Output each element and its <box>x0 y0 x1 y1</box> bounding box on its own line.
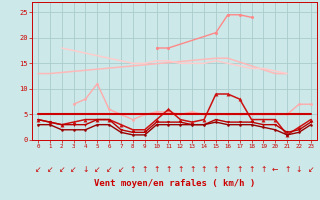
Text: ↙: ↙ <box>308 165 314 174</box>
Text: ↙: ↙ <box>94 165 100 174</box>
Text: ↙: ↙ <box>59 165 65 174</box>
Text: Vent moyen/en rafales ( km/h ): Vent moyen/en rafales ( km/h ) <box>94 179 255 188</box>
Text: ↑: ↑ <box>141 165 148 174</box>
Text: ↑: ↑ <box>153 165 160 174</box>
Text: ↑: ↑ <box>189 165 196 174</box>
Text: ↑: ↑ <box>284 165 290 174</box>
Text: ↑: ↑ <box>177 165 184 174</box>
Text: ←: ← <box>272 165 278 174</box>
Text: ↑: ↑ <box>201 165 207 174</box>
Text: ↙: ↙ <box>47 165 53 174</box>
Text: ↓: ↓ <box>82 165 89 174</box>
Text: ↑: ↑ <box>213 165 219 174</box>
Text: ↑: ↑ <box>248 165 255 174</box>
Text: ↙: ↙ <box>35 165 41 174</box>
Text: ↑: ↑ <box>236 165 243 174</box>
Text: ↙: ↙ <box>118 165 124 174</box>
Text: ↑: ↑ <box>165 165 172 174</box>
Text: ↓: ↓ <box>296 165 302 174</box>
Text: ↑: ↑ <box>130 165 136 174</box>
Text: ↑: ↑ <box>225 165 231 174</box>
Text: ↙: ↙ <box>106 165 112 174</box>
Text: ↙: ↙ <box>70 165 77 174</box>
Text: ↑: ↑ <box>260 165 267 174</box>
